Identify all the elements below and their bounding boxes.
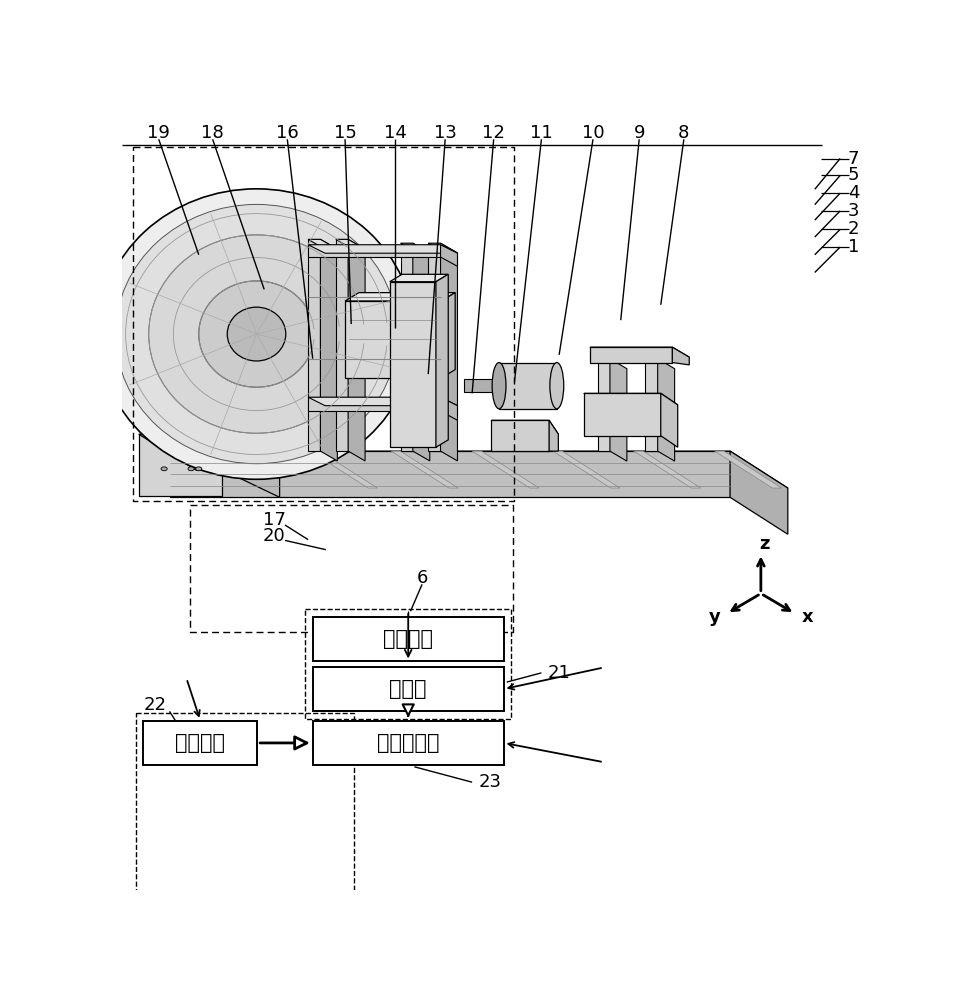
Text: 4: 4 <box>848 184 860 202</box>
Polygon shape <box>440 397 457 420</box>
Polygon shape <box>598 349 626 359</box>
Text: y: y <box>709 608 720 626</box>
Polygon shape <box>349 239 365 461</box>
Text: 7: 7 <box>848 149 860 167</box>
Polygon shape <box>661 393 678 447</box>
Text: 20: 20 <box>263 527 286 545</box>
Polygon shape <box>400 243 430 253</box>
Polygon shape <box>138 434 280 470</box>
Polygon shape <box>646 359 658 451</box>
Bar <box>305 609 511 719</box>
Polygon shape <box>400 243 413 451</box>
Polygon shape <box>435 274 448 447</box>
Bar <box>312 617 503 661</box>
Polygon shape <box>440 243 457 461</box>
Polygon shape <box>390 274 448 282</box>
Polygon shape <box>308 239 321 451</box>
Polygon shape <box>321 239 337 461</box>
Text: 3: 3 <box>848 202 860 220</box>
Text: 10: 10 <box>582 124 605 142</box>
Polygon shape <box>646 349 674 359</box>
Text: 13: 13 <box>434 124 456 142</box>
Text: 21: 21 <box>547 664 570 682</box>
Polygon shape <box>310 451 377 488</box>
Ellipse shape <box>116 204 397 464</box>
Bar <box>312 721 503 765</box>
Polygon shape <box>590 347 672 363</box>
Text: 16: 16 <box>276 124 299 142</box>
Polygon shape <box>169 451 730 497</box>
Polygon shape <box>308 245 457 253</box>
Text: 17: 17 <box>263 511 286 529</box>
Polygon shape <box>464 379 499 392</box>
Polygon shape <box>598 359 610 451</box>
Polygon shape <box>553 451 620 488</box>
Ellipse shape <box>196 467 202 471</box>
Polygon shape <box>308 397 440 411</box>
Text: 工业计算机: 工业计算机 <box>377 733 439 753</box>
Polygon shape <box>413 243 430 461</box>
Bar <box>143 721 257 765</box>
Polygon shape <box>610 359 626 461</box>
Polygon shape <box>658 359 674 461</box>
Polygon shape <box>584 393 678 405</box>
Text: 控制器: 控制器 <box>390 679 427 699</box>
Ellipse shape <box>149 235 364 433</box>
Text: 综合电源: 综合电源 <box>383 629 434 649</box>
Polygon shape <box>584 393 661 436</box>
Text: 6: 6 <box>416 569 428 587</box>
Text: 2: 2 <box>848 220 860 238</box>
Text: 5: 5 <box>848 166 860 184</box>
Polygon shape <box>590 347 690 357</box>
Polygon shape <box>440 245 457 266</box>
Polygon shape <box>308 239 337 249</box>
Polygon shape <box>714 451 781 488</box>
Bar <box>312 667 503 711</box>
Text: 18: 18 <box>202 124 224 142</box>
Text: 8: 8 <box>678 124 690 142</box>
Ellipse shape <box>227 307 286 361</box>
Polygon shape <box>222 434 280 497</box>
Text: x: x <box>801 608 813 626</box>
Ellipse shape <box>199 281 314 387</box>
Ellipse shape <box>161 467 167 471</box>
Polygon shape <box>549 420 559 451</box>
Text: 11: 11 <box>530 124 553 142</box>
Polygon shape <box>499 363 557 409</box>
Polygon shape <box>428 243 440 451</box>
Polygon shape <box>390 282 435 447</box>
Polygon shape <box>308 397 457 406</box>
Polygon shape <box>345 301 441 378</box>
Polygon shape <box>730 451 788 534</box>
Polygon shape <box>441 293 456 378</box>
Text: 1: 1 <box>848 238 860 256</box>
Polygon shape <box>492 420 559 434</box>
Text: 23: 23 <box>478 773 501 791</box>
Ellipse shape <box>98 189 414 479</box>
Polygon shape <box>672 347 690 365</box>
Polygon shape <box>345 293 456 301</box>
Text: 15: 15 <box>333 124 356 142</box>
Polygon shape <box>336 239 349 451</box>
Text: z: z <box>759 535 770 553</box>
Text: 19: 19 <box>147 124 170 142</box>
Polygon shape <box>336 239 365 249</box>
Polygon shape <box>472 451 540 488</box>
Text: 显示面板: 显示面板 <box>176 733 225 753</box>
Text: 22: 22 <box>143 696 166 714</box>
Text: 12: 12 <box>482 124 505 142</box>
Polygon shape <box>492 420 549 451</box>
Text: 9: 9 <box>633 124 645 142</box>
Polygon shape <box>634 451 701 488</box>
Text: 14: 14 <box>384 124 407 142</box>
Ellipse shape <box>492 363 506 409</box>
Polygon shape <box>392 451 458 488</box>
Ellipse shape <box>550 363 563 409</box>
Bar <box>136 713 353 946</box>
Polygon shape <box>138 434 222 496</box>
Polygon shape <box>308 245 440 257</box>
Polygon shape <box>428 243 457 253</box>
Ellipse shape <box>188 467 194 471</box>
Polygon shape <box>169 451 788 488</box>
